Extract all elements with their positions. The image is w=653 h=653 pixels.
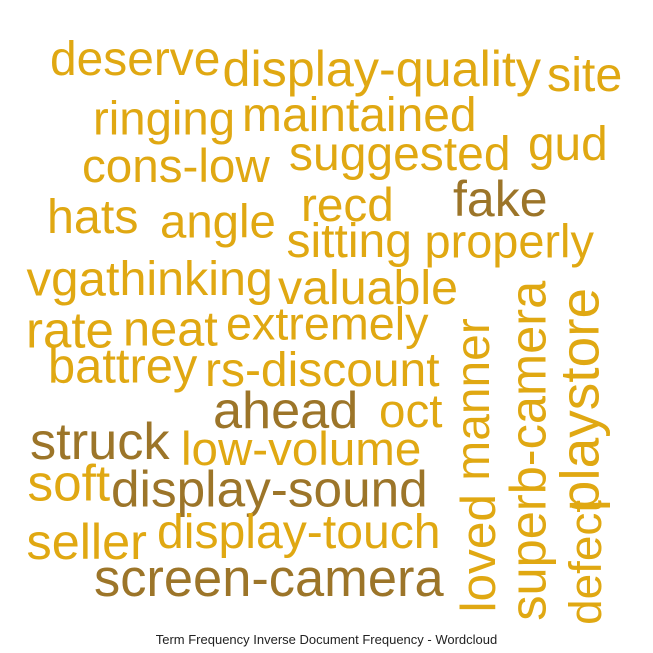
word-valuable: valuable xyxy=(278,261,458,315)
word-rs-discount: rs-discount xyxy=(205,344,440,397)
word-ringing: ringing xyxy=(93,92,236,146)
word-playstore: playstore xyxy=(548,287,611,512)
word-display-sound: display-sound xyxy=(111,460,428,518)
word-manner: manner xyxy=(446,318,500,481)
word-sitting: sitting xyxy=(286,215,412,268)
word-maintained: maintained xyxy=(242,89,477,142)
word-neat: neat xyxy=(123,302,218,357)
word-fake: fake xyxy=(453,171,548,227)
word-oct: oct xyxy=(379,385,443,438)
word-recd: recd xyxy=(301,179,394,232)
word-deserve: deserve xyxy=(50,33,221,86)
word-suggested: suggested xyxy=(289,128,511,181)
word-angle: angle xyxy=(160,195,276,249)
word-struck: struck xyxy=(30,413,170,471)
word-gud: gud xyxy=(528,118,608,171)
figure-caption: Term Frequency Inverse Document Frequenc… xyxy=(155,632,498,647)
word-hats: hats xyxy=(47,190,139,244)
word-properly: properly xyxy=(424,215,594,268)
word-seller: seller xyxy=(26,513,147,570)
word-thinking: thinking xyxy=(106,252,273,306)
word-soft: soft xyxy=(27,454,111,512)
word-low-volume: low-volume xyxy=(181,423,422,476)
word-superb-camera: superb-camera xyxy=(499,280,557,621)
word-site: site xyxy=(547,48,623,102)
word-extremely: extremely xyxy=(226,297,429,350)
word-display-quality: display-quality xyxy=(222,40,542,97)
word-rate: rate xyxy=(26,301,114,359)
word-vga: vga xyxy=(26,251,106,307)
word-defect: defect xyxy=(559,499,612,625)
word-display-touch: display-touch xyxy=(157,505,441,559)
word-loved: loved xyxy=(449,494,506,613)
word-ahead: ahead xyxy=(213,382,359,440)
word-battrey: battrey xyxy=(48,339,198,394)
word-cons-low: cons-low xyxy=(82,140,270,193)
word-screen-camera: screen-camera xyxy=(94,550,444,608)
